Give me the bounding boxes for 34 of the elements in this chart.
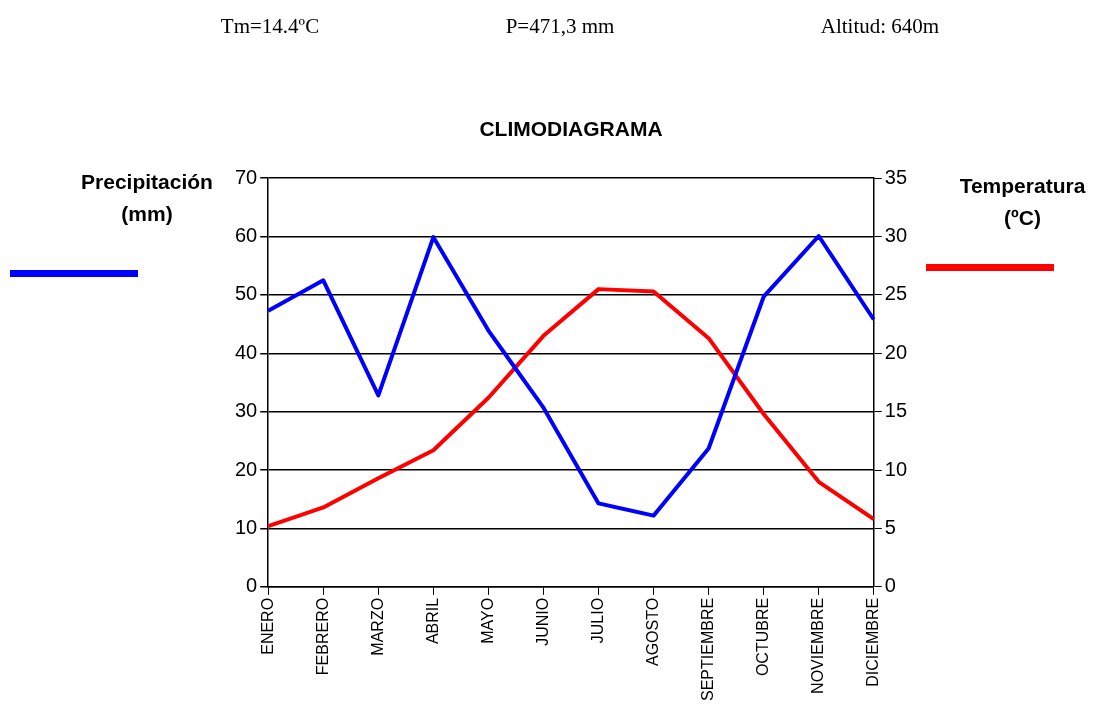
y-tick-label: 30 [235,399,258,422]
x-tick-label: MAYO [478,597,496,644]
x-tick-label: JULIO [588,597,606,644]
x-tick-label: NOVIEMBRE [809,597,827,694]
y2-tick-label: 25 [884,282,907,305]
text: Altitud: 640m [819,14,941,39]
x-tick-label: AGOSTO [643,597,661,667]
y2-axis-title: Temperatura (ºC) [958,173,1087,231]
y2-tick-label: 20 [884,340,907,363]
x-tick-label: ENERO [258,597,276,655]
y2-tick-label: 15 [884,399,907,422]
x-tick-label: MARZO [368,597,386,656]
y-tick-label: 70 [235,165,258,188]
y2-tick-label: 0 [884,574,896,597]
y2-tick-label: 35 [884,165,907,188]
x-tick-label: DICIEMBRE [864,597,882,687]
text: Tm=14.4ºC [219,14,321,39]
x-tick-label: JUNIO [533,597,551,646]
y-tick-label: 40 [235,340,258,363]
y2-tick-label: 5 [884,516,896,538]
y-tick-label: 60 [235,224,258,247]
y-tick-label: 50 [235,282,258,305]
text: P=471,3 mm [504,14,616,39]
y-axis-title: Precipitación (mm) [80,169,214,227]
chart-title: CLIMODIAGRAMA [479,117,663,141]
y-tick-label: 20 [235,457,258,480]
y-tick-label: 0 [246,574,258,597]
x-tick-label: SEPTIEMBRE [699,597,717,702]
y-tick-label: 10 [235,516,258,538]
x-tick-label: FEBRERO [313,597,331,676]
x-tick-label: ABRIL [423,597,441,645]
y2-tick-label: 10 [884,457,907,480]
x-tick-label: OCTUBRE [754,597,772,677]
y2-tick-label: 30 [884,224,907,247]
